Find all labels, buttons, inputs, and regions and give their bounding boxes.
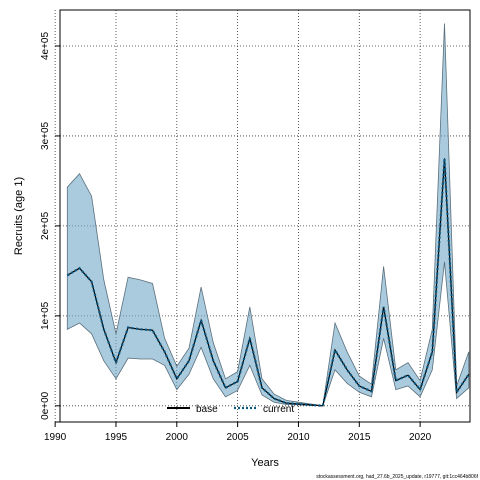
legend-label-base: base [196,404,218,415]
x-tick-label: 2015 [348,432,371,443]
source-note: stockassessment.org, had_27.6b_2025_upda… [316,474,478,480]
series-line-current [66,158,470,407]
x-tick-label: 2005 [227,432,250,443]
y-tick-label: 3e+05 [40,121,51,150]
confidence-band [66,23,470,407]
legend: base current [167,404,294,415]
y-axis-title: Recruits (age 1) [13,177,25,255]
x-tick-label: 2000 [166,432,189,443]
grid [54,10,470,422]
series-lines [66,158,470,407]
x-tick-label: 1995 [105,432,128,443]
confidence-bands [66,23,470,407]
y-tick-label: 4e+05 [40,32,51,61]
y-tick-label: 1e+05 [40,301,51,330]
x-tick-label: 2020 [409,432,432,443]
y-tick-label: 2e+05 [40,211,51,240]
y-axis: 0e+00 1e+05 2e+05 3e+05 4e+05 [40,32,61,420]
x-tick-label: 2010 [287,432,310,443]
x-tick-label: 1990 [44,432,67,443]
legend-label-current: current [263,404,294,415]
y-tick-label: 0e+00 [40,391,51,420]
x-axis: 1990 1995 2000 2005 2010 2015 2020 [44,421,432,443]
x-axis-title: Years [251,457,279,469]
